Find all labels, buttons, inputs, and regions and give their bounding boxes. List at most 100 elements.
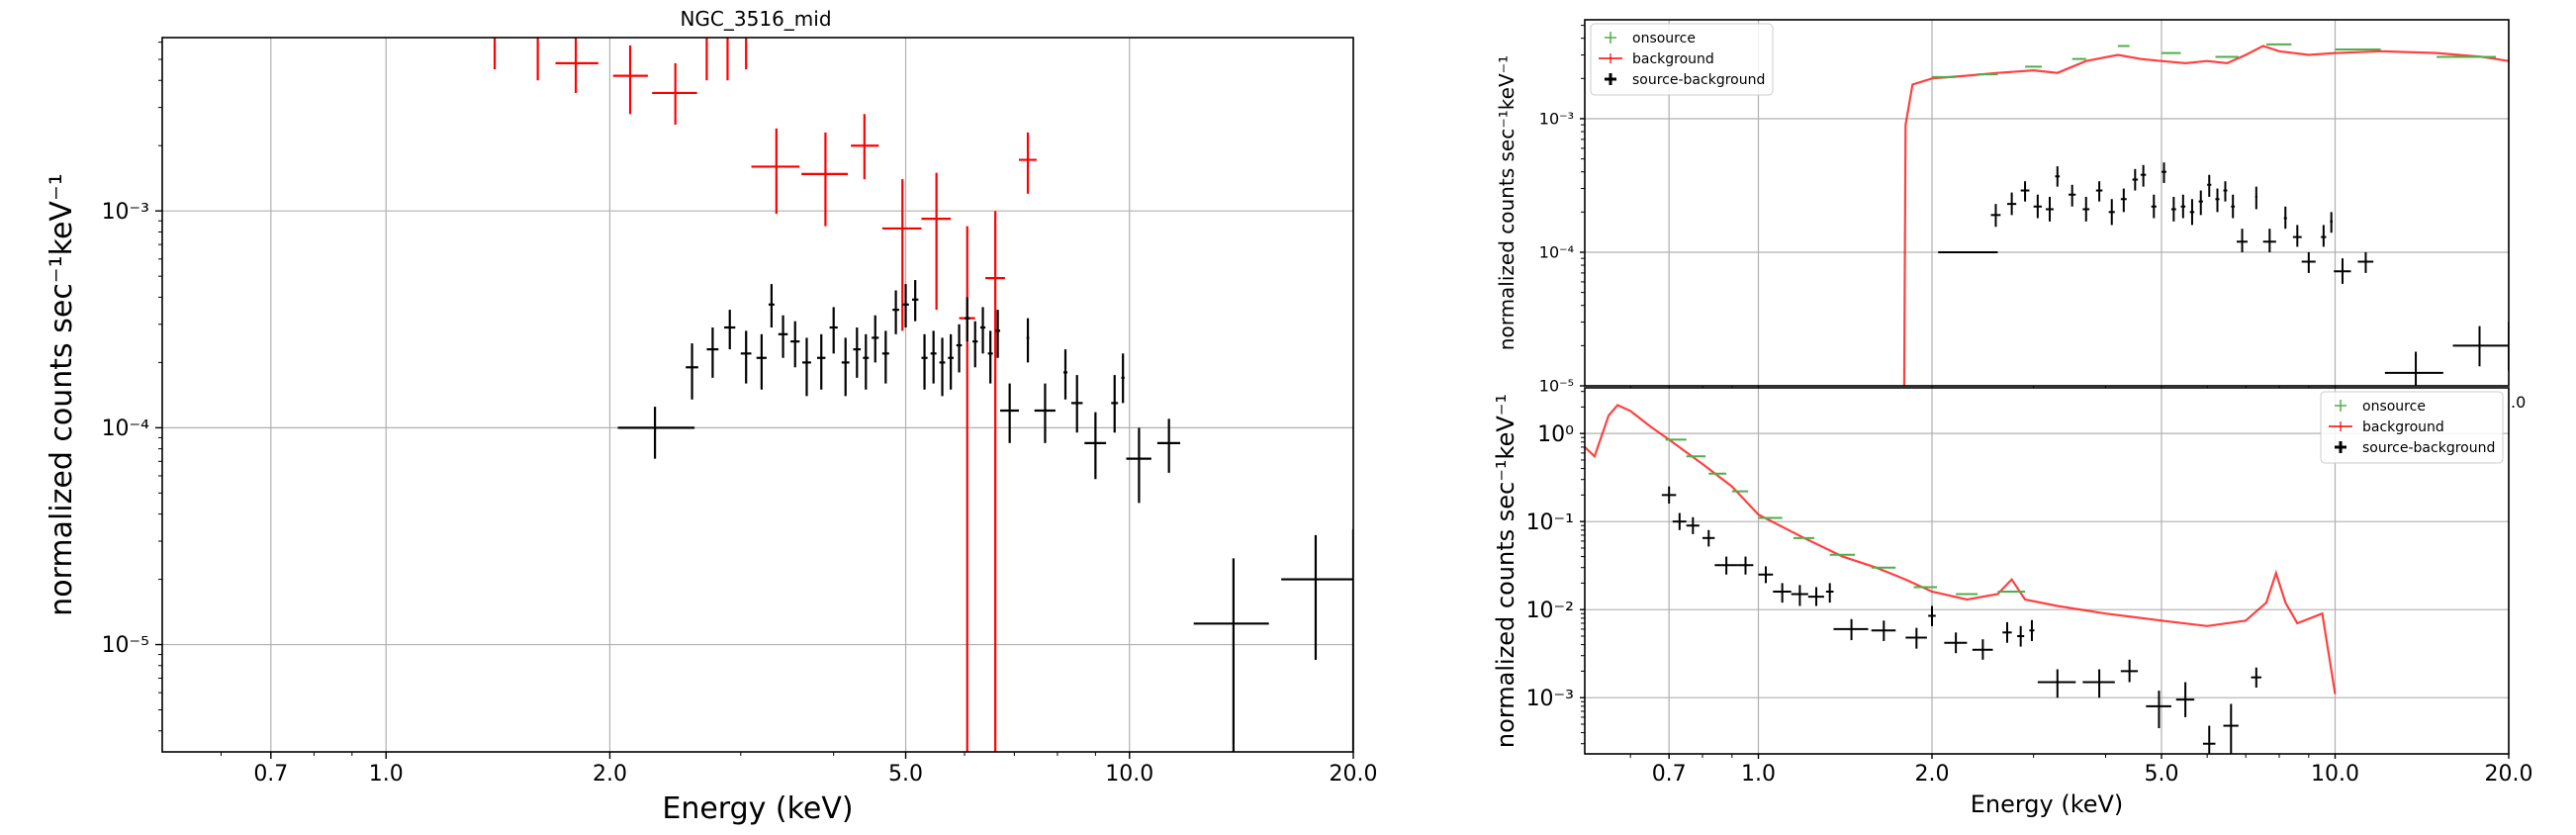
- data-point: [2017, 625, 2025, 647]
- right-top-chart-panel: 10⁻⁵ 10⁻⁴ 10⁻³ normalized counts sec⁻¹keV⁻¹…: [1495, 19, 2526, 412]
- data-point: [555, 38, 598, 93]
- legend-label: background: [2362, 419, 2444, 435]
- data-point: [972, 321, 978, 368]
- data-point: [2082, 196, 2090, 222]
- data-point: [2198, 190, 2203, 216]
- data-point: [2069, 184, 2076, 207]
- data-point: [724, 310, 736, 350]
- plot-area: [162, 38, 1353, 752]
- data-point: [979, 307, 986, 354]
- data-point: [2236, 229, 2248, 252]
- data-point: [2120, 659, 2139, 683]
- x-tick-label: 10.0: [2311, 762, 2359, 787]
- legend: onsource background source-background: [2320, 391, 2504, 464]
- data-point: [995, 310, 1001, 358]
- y-tick-label: 10⁰: [1537, 422, 1574, 447]
- legend-box: [1590, 23, 1774, 96]
- data-point: [881, 330, 889, 384]
- data-point: [2223, 703, 2239, 754]
- data-point: [921, 172, 952, 311]
- x-tick-label: 2.0: [593, 762, 627, 787]
- y-tick-label: 10⁻²: [1526, 599, 1574, 623]
- y-axis-label: normalized counts sec⁻¹keV⁻¹: [1495, 55, 1518, 350]
- data-point: [2170, 196, 2176, 222]
- x-tick-label: 1.0: [369, 762, 404, 787]
- data-point: [790, 321, 800, 368]
- y-axis-label: normalized counts sec⁻¹keV⁻¹: [1492, 394, 1519, 748]
- legend-label: onsource: [2362, 399, 2426, 415]
- data-point: [2146, 691, 2171, 729]
- y-axis-label: normalized counts sec⁻¹keV⁻¹: [45, 173, 79, 616]
- data-point: [2161, 162, 2167, 183]
- data-point: [1018, 132, 1037, 194]
- data-point: [756, 333, 767, 390]
- data-point: [2029, 619, 2035, 641]
- y-tick-label: 10⁻³: [1539, 110, 1574, 129]
- data-point: [2020, 181, 2030, 202]
- data-point: [1281, 534, 1353, 661]
- data-point: [1773, 583, 1792, 603]
- data-point: [778, 315, 788, 358]
- legend-label: source-background: [1632, 72, 1765, 88]
- data-point: [987, 330, 993, 384]
- data-point: [751, 128, 800, 215]
- data-point: [1661, 486, 1677, 504]
- data-point: [2108, 199, 2115, 226]
- clipped-tick-label: .0: [2511, 393, 2526, 412]
- data-point: [2189, 199, 2195, 226]
- data-point: [1944, 632, 1968, 654]
- data-point: [1833, 618, 1869, 641]
- data-point: [612, 45, 648, 115]
- data-point: [2033, 194, 2042, 219]
- source-background-series: [1661, 486, 2261, 754]
- legend: onsource background source-background: [1590, 23, 1774, 96]
- data-point: [1000, 383, 1019, 443]
- data-point: [851, 114, 879, 180]
- data-point: [948, 333, 954, 390]
- data-point: [2132, 168, 2139, 191]
- data-point: [2301, 251, 2316, 273]
- y-tick-label: 10⁻³: [1526, 687, 1574, 711]
- data-point: [1990, 204, 2001, 228]
- data-point: [911, 280, 919, 322]
- data-point: [2321, 225, 2327, 247]
- legend-label: onsource: [1632, 31, 1696, 46]
- data-point: [841, 337, 850, 397]
- data-point: [2251, 667, 2261, 689]
- x-axis-label: Energy (keV): [662, 791, 853, 826]
- legend-label: background: [1632, 51, 1714, 67]
- data-point: [965, 297, 970, 342]
- data-point: [2140, 164, 2147, 187]
- data-point: [1807, 587, 1824, 606]
- y-tick-label: 10⁻⁵: [1539, 377, 1574, 396]
- data-point: [1111, 375, 1119, 433]
- x-tick-label: 1.0: [1741, 762, 1776, 787]
- background-curve: [1585, 404, 2337, 695]
- data-point: [652, 62, 697, 125]
- y-tick-label: 10⁻⁴: [1539, 243, 1574, 262]
- data-point: [2330, 212, 2333, 233]
- x-tick-label: 0.7: [1652, 762, 1687, 787]
- data-point: [801, 132, 849, 227]
- data-point: [2180, 194, 2186, 219]
- data-point: [2175, 682, 2195, 717]
- source-background-series: [1938, 162, 2509, 386]
- data-point: [930, 330, 937, 384]
- data-point: [892, 290, 899, 334]
- data-point: [1791, 585, 1808, 606]
- data-point: [956, 324, 963, 373]
- data-point: [2254, 186, 2257, 210]
- legend-box: [2320, 391, 2504, 464]
- data-point: [985, 211, 1005, 752]
- data-point: [1686, 516, 1700, 534]
- data-point: [1928, 605, 1936, 626]
- y-tick-label: 10⁻⁴: [102, 417, 150, 441]
- data-point: [2452, 325, 2509, 367]
- data-point: [2202, 725, 2216, 754]
- background-curve: [1902, 45, 2509, 386]
- onsource-series: [1665, 438, 2026, 596]
- legend-label: source-background: [2362, 440, 2495, 456]
- data-point: [1026, 318, 1030, 363]
- data-point: [1758, 566, 1774, 584]
